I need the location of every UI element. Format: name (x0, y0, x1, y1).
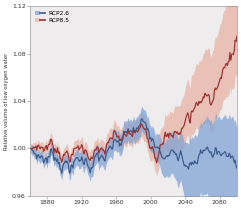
Legend: RCP2.6, RCP8.5: RCP2.6, RCP8.5 (33, 9, 71, 25)
Y-axis label: Relative volume of low oxygen water: Relative volume of low oxygen water (4, 52, 9, 150)
